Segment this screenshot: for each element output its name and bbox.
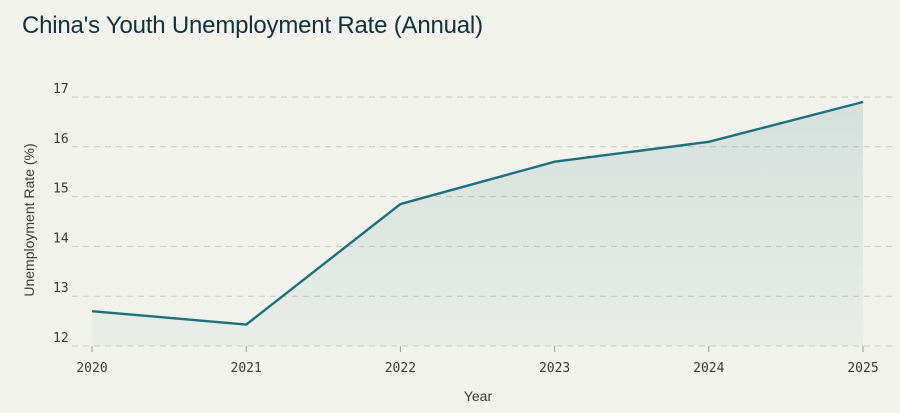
x-tick-label: 2023 — [539, 361, 570, 376]
y-tick-label: 14 — [53, 231, 69, 246]
series-line — [91, 100, 864, 326]
series-area-fill — [92, 101, 863, 346]
data-point-2022 — [398, 202, 402, 206]
y-tick-label: 15 — [53, 182, 69, 197]
y-tick-label: 16 — [53, 132, 69, 147]
chart-title: China's Youth Unemployment Rate (Annual) — [22, 12, 483, 39]
x-tick-label: 2020 — [76, 361, 107, 376]
y-tick-label: 13 — [53, 281, 69, 296]
x-axis-label: Year — [464, 388, 493, 404]
x-tick-label: 2025 — [847, 361, 878, 376]
data-point-2020 — [90, 309, 94, 313]
data-point-2023 — [553, 160, 557, 164]
x-tick-label: 2022 — [385, 361, 416, 376]
x-tick-label: 2021 — [231, 361, 262, 376]
x-tick-label: 2024 — [693, 361, 724, 376]
y-axis-label: Unemployment Rate (%) — [21, 143, 37, 296]
y-tick-label: 12 — [53, 331, 69, 346]
data-point-2021 — [244, 323, 248, 327]
data-point-2024 — [707, 140, 711, 144]
data-point-2025 — [861, 100, 865, 104]
y-tick-label: 17 — [53, 82, 69, 97]
